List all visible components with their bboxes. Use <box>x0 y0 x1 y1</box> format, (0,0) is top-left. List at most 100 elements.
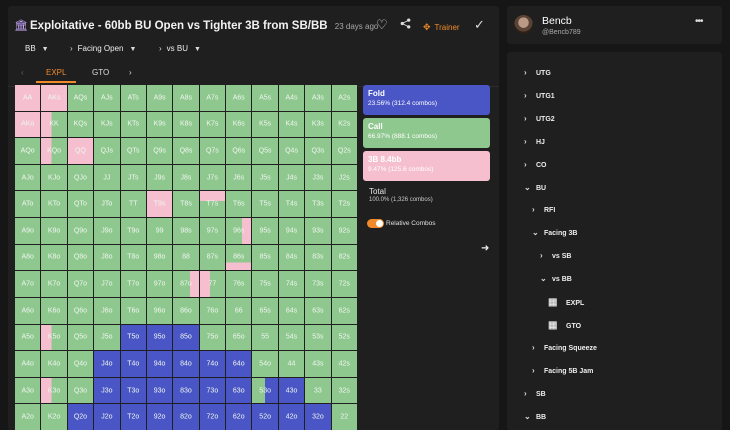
hand-cell[interactable]: J2o <box>94 404 120 430</box>
hand-cell[interactable]: T9s <box>146 191 173 218</box>
hand-cell[interactable]: AQo <box>15 138 41 164</box>
hand-cell[interactable]: 92o <box>146 404 173 430</box>
hand-cell[interactable]: 87o <box>173 271 199 297</box>
hand-cell[interactable]: 62s <box>331 297 357 324</box>
hand-cell[interactable]: A4o <box>15 351 41 377</box>
hand-cell[interactable]: 66 <box>226 297 252 324</box>
hand-cell[interactable]: A6o <box>15 297 41 324</box>
hand-cell[interactable]: 65o <box>226 324 252 351</box>
tabs-prev-icon[interactable]: ‹ <box>21 68 24 77</box>
hand-cell[interactable]: J3o <box>94 377 120 404</box>
hand-cell[interactable]: 98s <box>173 218 199 244</box>
hand-cell[interactable]: K7o <box>41 271 67 297</box>
tree-item[interactable]: › HJ <box>524 137 545 146</box>
hand-cell[interactable]: 54o <box>252 351 278 377</box>
hand-cell[interactable]: 96s <box>226 218 252 244</box>
hand-cell[interactable]: 93o <box>146 377 173 404</box>
hand-cell[interactable]: A5s <box>252 85 278 111</box>
hand-cell[interactable]: Q9s <box>146 138 173 164</box>
hand-cell[interactable]: 74s <box>278 271 305 297</box>
hand-cell[interactable]: Q8s <box>173 138 199 164</box>
hand-cell[interactable]: JJ <box>94 164 120 191</box>
tree-item[interactable]: ⌄ vs BB <box>540 274 572 283</box>
hand-cell[interactable]: 76o <box>199 297 226 324</box>
hand-cell[interactable]: JTs <box>120 164 146 191</box>
tree-item[interactable]: › UTG2 <box>524 114 555 123</box>
hand-cell[interactable]: Q9o <box>67 218 94 244</box>
position-dropdown[interactable]: BB ▼ <box>25 44 49 53</box>
hand-cell[interactable]: Q3s <box>305 138 331 164</box>
hand-cell[interactable]: K9o <box>41 218 67 244</box>
hand-cell[interactable]: QTo <box>67 191 94 218</box>
legend-3bet[interactable]: 3B 8.4bb 9.47% (125.6 combos) <box>363 151 490 181</box>
hand-cell[interactable]: 42o <box>278 404 305 430</box>
hand-cell[interactable]: K5o <box>41 324 67 351</box>
hand-cell[interactable]: QJo <box>67 164 94 191</box>
tree-item[interactable]: › RFI <box>532 205 555 214</box>
hand-cell[interactable]: T4o <box>120 351 146 377</box>
hand-cell[interactable]: Q4o <box>67 351 94 377</box>
hand-cell[interactable]: T2o <box>120 404 146 430</box>
hand-cell[interactable]: 64s <box>278 297 305 324</box>
relative-combos-toggle[interactable] <box>367 219 384 228</box>
hand-cell[interactable]: 94s <box>278 218 305 244</box>
hand-cell[interactable]: Q2s <box>331 138 357 164</box>
hand-cell[interactable]: 93s <box>305 218 331 244</box>
hand-cell[interactable]: JTo <box>94 191 120 218</box>
hand-cell[interactable]: Q3o <box>67 377 94 404</box>
hand-cell[interactable]: KJs <box>94 111 120 138</box>
hand-cell[interactable]: ATo <box>15 191 41 218</box>
hand-cell[interactable]: 85s <box>252 244 278 271</box>
hand-cell[interactable]: AJs <box>94 85 120 111</box>
hand-cell[interactable]: J9o <box>94 218 120 244</box>
hand-cell[interactable]: AKo <box>15 111 41 138</box>
hand-cell[interactable]: T7o <box>120 271 146 297</box>
hand-cell[interactable]: Q6o <box>67 297 94 324</box>
hand-cell[interactable]: K2o <box>41 404 67 430</box>
hand-cell[interactable]: T2s <box>331 191 357 218</box>
hand-cell[interactable]: KJo <box>41 164 67 191</box>
hand-cell[interactable]: K2s <box>331 111 357 138</box>
hand-cell[interactable]: T5o <box>120 324 146 351</box>
hand-cell[interactable]: A9o <box>15 218 41 244</box>
hand-cell[interactable]: K6o <box>41 297 67 324</box>
hand-cell[interactable]: 84s <box>278 244 305 271</box>
hand-cell[interactable]: T6s <box>226 191 252 218</box>
hand-cell[interactable]: A6s <box>226 85 252 111</box>
hand-cell[interactable]: 55 <box>252 324 278 351</box>
hand-cell[interactable]: 75o <box>199 324 226 351</box>
hand-cell[interactable]: T4s <box>278 191 305 218</box>
hand-cell[interactable]: AKs <box>41 85 67 111</box>
hand-cell[interactable]: A3o <box>15 377 41 404</box>
hand-cell[interactable]: 76s <box>226 271 252 297</box>
hand-cell[interactable]: 53s <box>305 324 331 351</box>
hand-cell[interactable]: K7s <box>199 111 226 138</box>
hand-cell[interactable]: J6o <box>94 297 120 324</box>
hand-cell[interactable]: AJo <box>15 164 41 191</box>
tree-item[interactable]: ▦ GTO <box>548 320 581 331</box>
hand-cell[interactable]: 44 <box>278 351 305 377</box>
hand-cell[interactable]: 83s <box>305 244 331 271</box>
hand-cell[interactable]: 52s <box>331 324 357 351</box>
share-icon[interactable] <box>400 17 411 32</box>
hand-cell[interactable]: 74o <box>199 351 226 377</box>
hand-cell[interactable]: 95o <box>146 324 173 351</box>
hand-cell[interactable]: 22 <box>331 404 357 430</box>
hand-cell[interactable]: 72s <box>331 271 357 297</box>
hand-cell[interactable]: 86o <box>173 297 199 324</box>
hand-cell[interactable]: T8o <box>120 244 146 271</box>
hand-cell[interactable]: 73s <box>305 271 331 297</box>
hand-cell[interactable]: K3s <box>305 111 331 138</box>
hand-cell[interactable]: 96o <box>146 297 173 324</box>
hand-cell[interactable]: K4o <box>41 351 67 377</box>
hand-cell[interactable]: J9s <box>146 164 173 191</box>
hand-cell[interactable]: 52o <box>252 404 278 430</box>
hand-cell[interactable]: KTs <box>120 111 146 138</box>
hand-cell[interactable]: J6s <box>226 164 252 191</box>
hand-cell[interactable]: 99 <box>146 218 173 244</box>
hand-cell[interactable]: QTs <box>120 138 146 164</box>
hand-cell[interactable]: 97o <box>146 271 173 297</box>
hand-cell[interactable]: J2s <box>331 164 357 191</box>
hand-cell[interactable]: A2o <box>15 404 41 430</box>
hand-cell[interactable]: KK <box>41 111 67 138</box>
